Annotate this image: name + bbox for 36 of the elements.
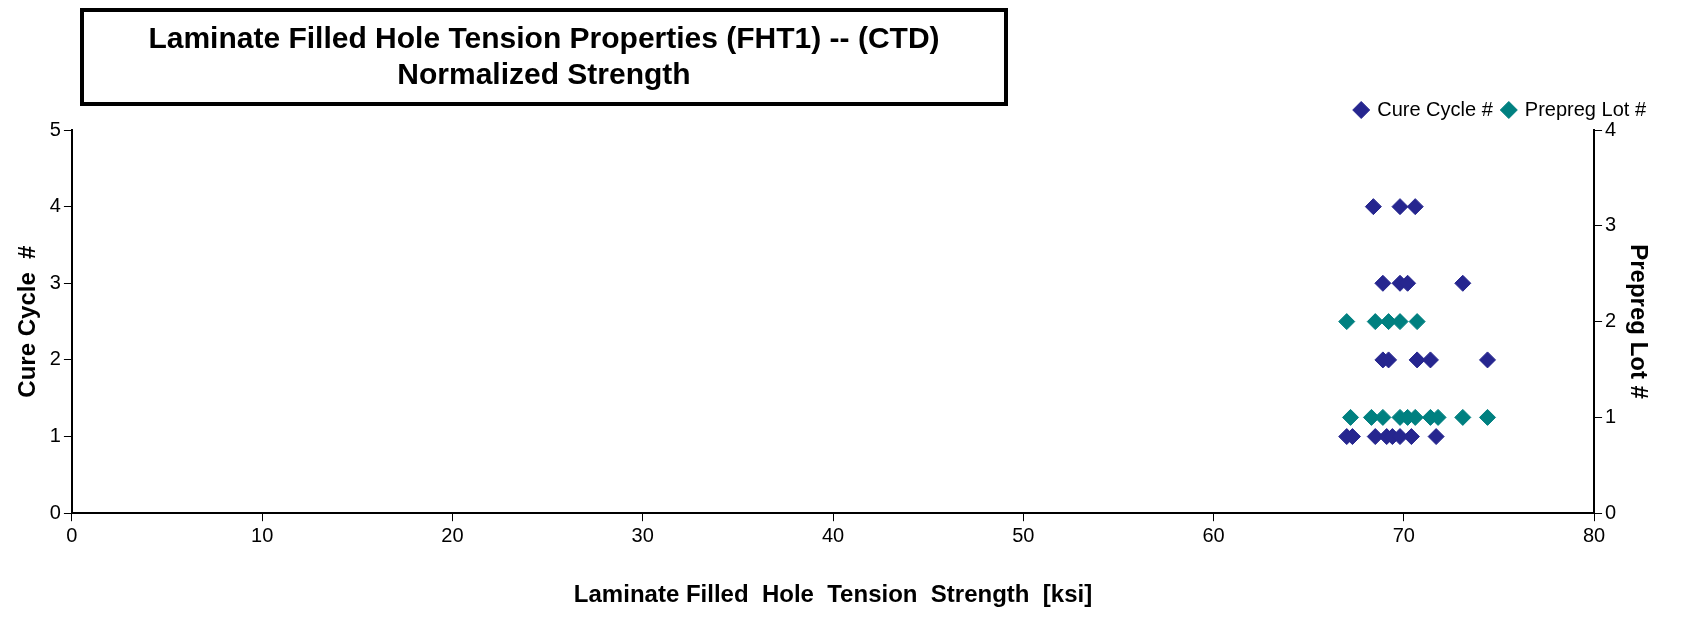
x-tick-label: 10: [251, 523, 274, 546]
chart-title: Laminate Filled Hole Tension Properties (FHT1) -- (CTD): [147, 20, 941, 56]
x-axis-title: Laminate Filled Hole Tension Strength [ksi]: [573, 580, 1093, 608]
x-tick-label: 50: [1012, 523, 1035, 546]
point: [1427, 428, 1445, 446]
y-tick-label: 5: [49, 117, 61, 140]
y2-axis-title: Prepreg Lot #: [1625, 244, 1653, 399]
point: [1374, 274, 1392, 292]
point: [1454, 274, 1472, 292]
y-tick-label: 0: [49, 500, 61, 523]
point: [1421, 351, 1439, 369]
x-tick-label: 80: [1582, 523, 1606, 546]
y2-tick-label: 0: [1605, 500, 1617, 523]
x-tick-label: 70: [1392, 523, 1415, 546]
point: [1408, 351, 1426, 369]
y2-tick-label: 2: [1605, 309, 1617, 332]
point: [1364, 198, 1382, 216]
legend-label: Cure Cycle #: [1377, 97, 1494, 120]
x-tick-label: 30: [631, 523, 654, 546]
y-tick-label: 1: [49, 424, 61, 447]
y-tick-label: 2: [49, 347, 61, 370]
legend-label: Prepreg Lot #: [1524, 97, 1647, 120]
y2-tick-label: 4: [1605, 117, 1617, 140]
x-tick-label: 60: [1202, 523, 1225, 546]
point: [1406, 198, 1424, 216]
chart-subtitle: Normalized Strength: [396, 56, 692, 92]
x-tick-label: 20: [441, 523, 464, 546]
y-tick-label: 3: [49, 270, 61, 293]
x-tick-label: 40: [821, 523, 845, 546]
y2-tick-label: 1: [1605, 404, 1617, 427]
point: [1479, 351, 1497, 369]
point: [1391, 198, 1409, 216]
y-axis-title: Cure Cycle #: [13, 245, 41, 398]
y-tick-label: 4: [49, 194, 61, 217]
x-tick-label: 0: [66, 523, 78, 546]
y2-tick-label: 3: [1605, 213, 1617, 236]
